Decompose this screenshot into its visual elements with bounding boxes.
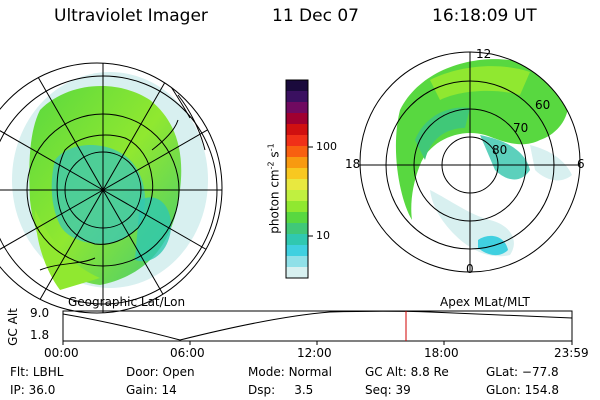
altitude-curve [62,310,573,341]
status-ip: IP: 36.0 [10,383,56,397]
colorbar-segment [286,124,308,136]
colorbar-segment [286,179,308,191]
status-flt: Flt: LBHL [10,365,64,379]
status-glon: GLon: 154.8 [486,383,559,397]
colorbar-segment [286,146,308,158]
mlat-label-70: 70 [513,121,529,135]
time-label: 16:18:09 UT [432,6,537,26]
colorbar-segment [286,113,308,125]
mlat-label-60: 60 [535,98,551,112]
mlat-label-80: 80 [492,143,508,157]
colorbar-segment [286,80,308,92]
colorbar-segment [286,91,308,103]
colorbar-segment [286,102,308,114]
date-label: 11 Dec 07 [272,6,359,26]
status-mode: Mode: Normal [248,365,332,379]
altitude-ytick-1-8: 1.8 [30,328,50,342]
left-map-caption: Geographic Lat/Lon [68,295,186,309]
colorbar-segment [286,234,308,246]
colorbar-segment [286,135,308,147]
altitude-xtick-1200: 12:00 [297,346,332,360]
altitude-xtick-2359: 23:59 [554,346,589,360]
status-gcalt: GC Alt: 8.8 Re [365,365,449,379]
aurora-oval-right [395,59,569,221]
colorbar-segment [286,157,308,169]
colorbar-segment [286,223,308,235]
right-map-border [359,51,581,273]
mlt-label-0: 0 [466,262,474,276]
colorbar [286,80,308,279]
instrument-title: Ultraviolet Imager [54,6,208,26]
right-map-caption: Apex MLat/MLT [440,295,530,309]
geographic-map [0,63,222,313]
altitude-ytick-9: 9.0 [30,306,50,320]
colorbar-segment [286,190,308,202]
altitude-xtick-0000: 00:00 [44,346,79,360]
altitude-xtick-1800: 18:00 [424,346,459,360]
colorbar-segment [286,256,308,268]
mlt-label-18: 18 [345,157,361,171]
apex-map [360,52,580,272]
colorbar-label: photon cm-2 s-1 [266,143,282,234]
left-map-border [0,62,223,314]
colorbar-tick-10: 10 [316,229,330,242]
altitude-ylabel: GC Alt [5,308,20,346]
colorbar-segment [286,201,308,213]
colorbar-segment [286,168,308,180]
status-dsp: Dsp: 3.5 [248,383,314,397]
mlt-label-6: 6 [577,157,585,171]
status-gain: Gain: 14 [126,383,177,397]
status-door: Door: Open [126,365,195,379]
altitude-plot-frame [62,310,573,342]
status-seq: Seq: 39 [365,383,411,397]
status-glat: GLat: −77.8 [486,365,559,379]
colorbar-segment [286,212,308,224]
altitude-xtick-0600: 06:00 [170,346,205,360]
colorbar-segment [286,245,308,257]
colorbar-tick-100: 100 [316,140,337,153]
mlt-label-12: 12 [476,47,492,61]
colorbar-segment [286,267,308,279]
